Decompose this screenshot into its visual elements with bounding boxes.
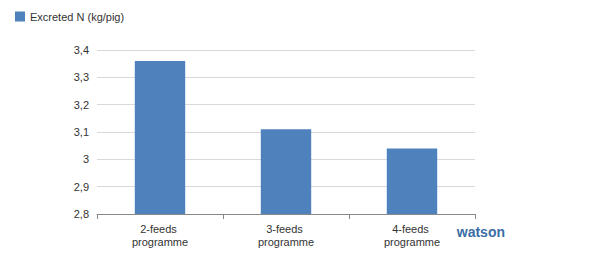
svg-text:3,1: 3,1 <box>74 126 89 138</box>
svg-text:Excreted N (kg/pig): Excreted N (kg/pig) <box>30 11 124 23</box>
svg-text:2,8: 2,8 <box>74 208 89 220</box>
svg-text:programme: programme <box>132 236 188 248</box>
svg-text:2,9: 2,9 <box>74 181 89 193</box>
svg-text:programme: programme <box>258 236 314 248</box>
svg-text:programme: programme <box>384 236 440 248</box>
svg-text:3,3: 3,3 <box>74 71 89 83</box>
svg-text:3: 3 <box>83 153 89 165</box>
svg-text:4-feeds: 4-feeds <box>392 223 432 235</box>
svg-text:3-feeds: 3-feeds <box>266 223 306 235</box>
svg-text:2-feeds: 2-feeds <box>140 223 180 235</box>
svg-text:3,2: 3,2 <box>74 99 89 111</box>
svg-text:watson: watson <box>456 224 505 240</box>
svg-text:3,4: 3,4 <box>74 44 89 56</box>
